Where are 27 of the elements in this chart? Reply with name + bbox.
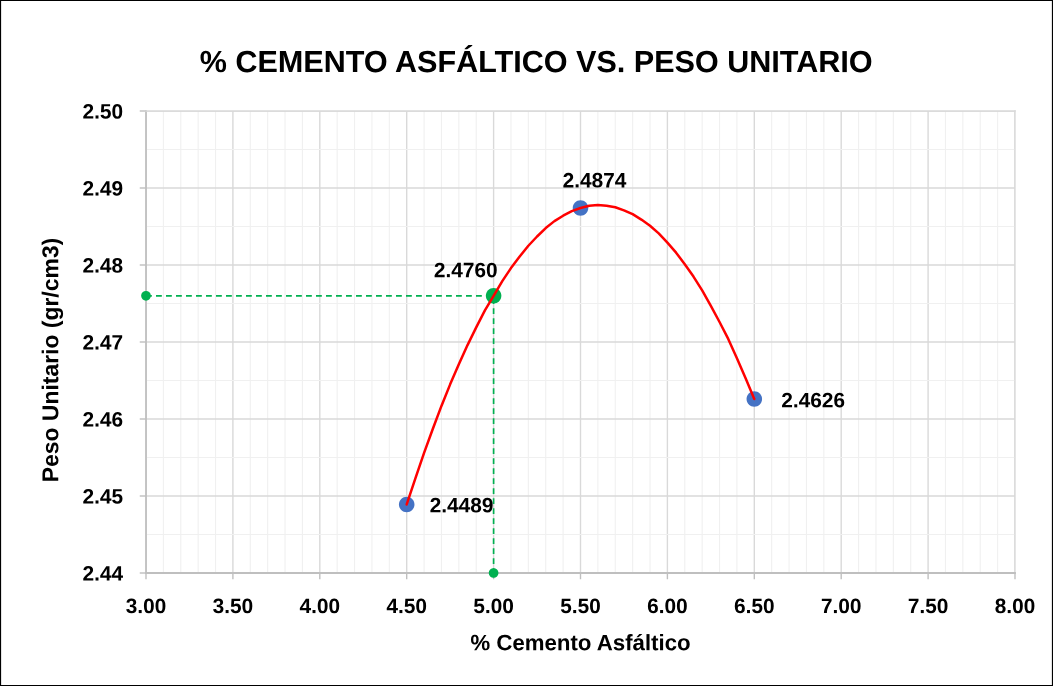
x-tick-label: 8.00 bbox=[995, 598, 1035, 614]
y-tick-label: 2.45 bbox=[83, 489, 123, 504]
y-tick-label: 2.49 bbox=[83, 181, 123, 196]
x-tick-label: 5.50 bbox=[560, 598, 600, 614]
x-tick-label: 7.00 bbox=[821, 598, 861, 614]
x-tick-label: 5.00 bbox=[473, 598, 514, 614]
data-label: 2.4760 bbox=[434, 262, 497, 278]
y-tick-label: 2.47 bbox=[83, 335, 123, 350]
x-tick-label: 6.00 bbox=[647, 598, 687, 614]
y-axis-title: Peso Unitario (gr/cm3) bbox=[41, 238, 64, 481]
x-tick-label: 4.50 bbox=[386, 598, 427, 614]
y-tick-label: 2.44 bbox=[83, 566, 123, 581]
x-tick-label: 3.50 bbox=[213, 598, 253, 614]
data-label: 2.4489 bbox=[430, 497, 493, 513]
x-tick-label: 6.50 bbox=[734, 598, 774, 614]
y-tick-label: 2.46 bbox=[83, 412, 123, 427]
x-tick-label: 4.00 bbox=[299, 598, 340, 614]
data-label: 2.4626 bbox=[782, 392, 845, 408]
y-tick-label: 2.48 bbox=[83, 258, 123, 273]
x-axis-title: % Cemento Asfáltico bbox=[470, 633, 690, 651]
chart-title: % CEMENTO ASFÁLTICO VS. PESO UNITARIO bbox=[200, 45, 872, 73]
point bbox=[141, 290, 151, 301]
y-tick-label: 2.50 bbox=[83, 104, 123, 119]
data-label: 2.4874 bbox=[563, 172, 627, 188]
point bbox=[488, 568, 499, 578]
x-tick-label: 3.00 bbox=[126, 598, 166, 614]
x-tick-label: 7.50 bbox=[908, 598, 948, 614]
